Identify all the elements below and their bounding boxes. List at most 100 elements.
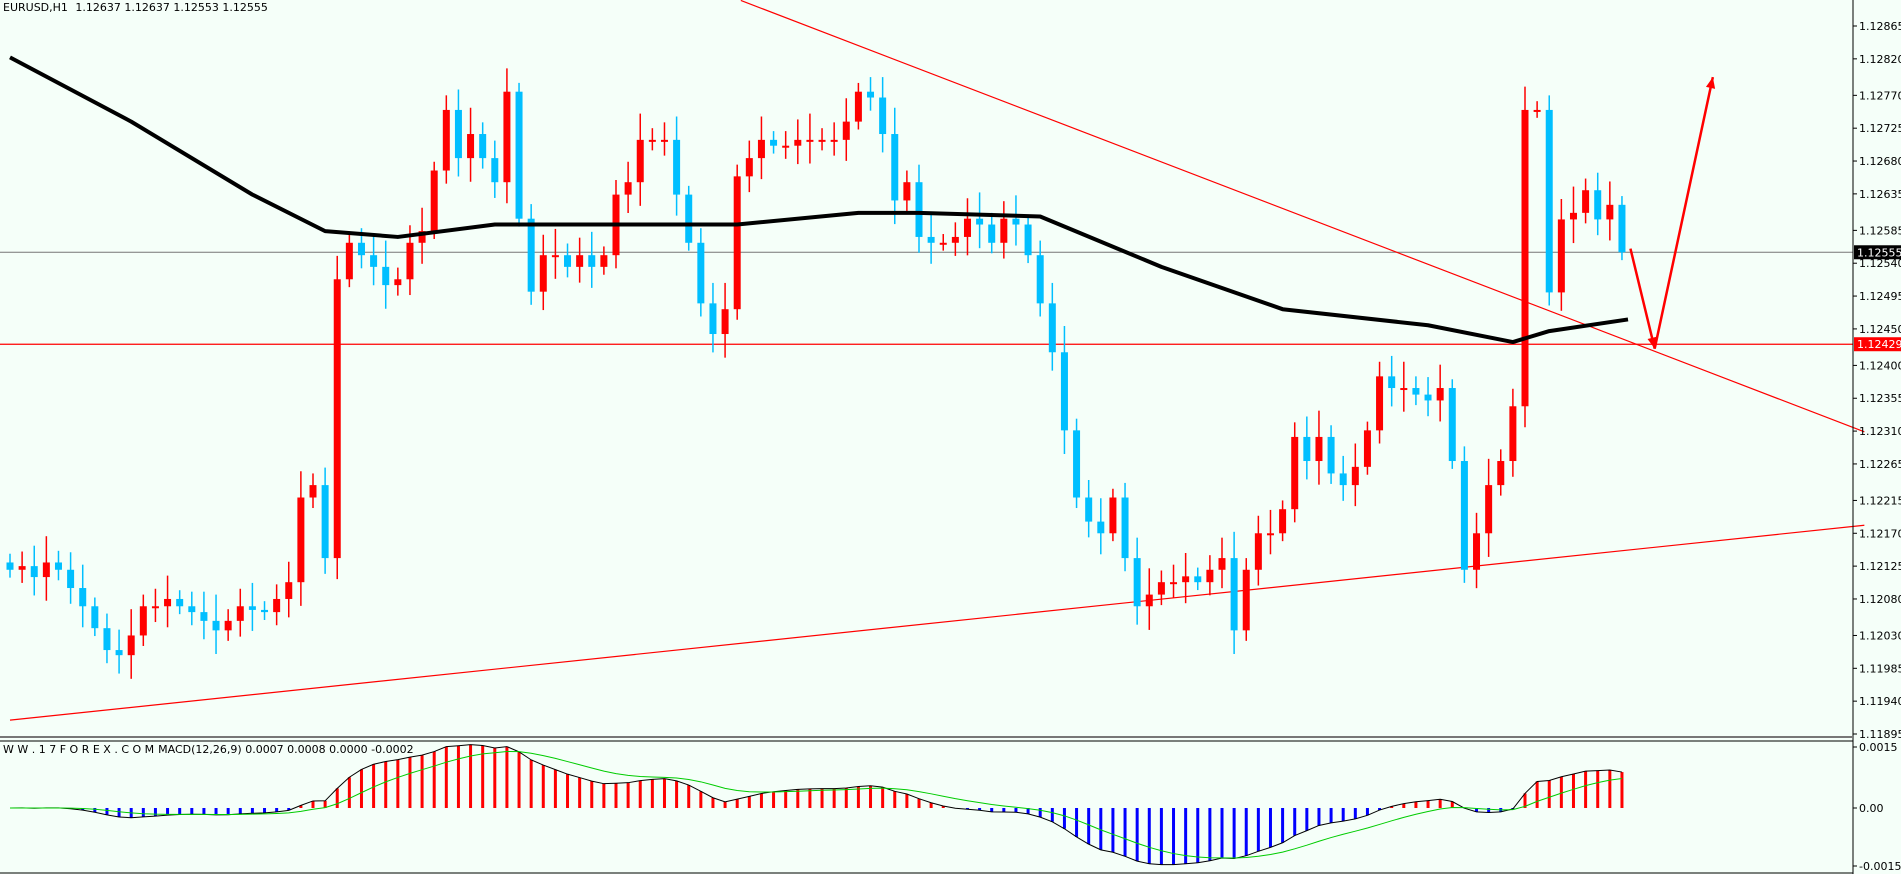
candle [1497,449,1505,496]
price-tick-label: 1.12170 [1859,527,1901,540]
candle [442,95,450,184]
candle-body [1327,436,1335,474]
candle-body [139,606,147,636]
candle-body [600,255,608,267]
forecast-arrow [1629,76,1715,349]
candle-body [770,139,778,146]
candle [527,204,535,305]
candle-body [151,606,159,609]
candle-body [79,588,87,607]
candle-body [1206,569,1214,583]
candle-body [527,218,535,292]
candle-body [1315,436,1323,462]
candle-body [1448,388,1456,462]
candle [854,82,862,130]
candle-body [757,139,765,159]
candle [1363,421,1371,475]
candle-body [1521,109,1529,407]
macd-tick-label: 0.0015 [1859,741,1898,754]
moving-average [9,55,1629,345]
candle-body [1109,497,1117,534]
price-tick-label: 1.12265 [1859,458,1901,471]
candle [721,282,729,358]
candle-body [103,628,111,651]
price-tick-label: 1.12310 [1859,425,1901,438]
candle-body [697,242,705,304]
candle-body [963,218,971,237]
candle-body [1509,406,1517,462]
candle-body [1121,497,1129,559]
candle-body [18,566,26,570]
candle [6,553,14,578]
candle [1388,355,1396,407]
candle-body [1242,569,1250,631]
candle-body [745,158,753,177]
candle-body [1230,558,1238,631]
candle-body [842,121,850,140]
candle [333,255,341,580]
candle-body [1303,436,1311,462]
current-price-label: 1.12555 [1857,246,1901,259]
candle-body [818,139,826,142]
candle [1351,443,1359,507]
ohlc-values: 1.12637 1.12637 1.12553 1.12555 [75,1,268,14]
candle [1194,567,1202,591]
candle-body [1157,582,1165,595]
candle-body [442,109,450,171]
candle-body [285,582,293,599]
candle [1460,446,1468,583]
candle-body [1170,582,1178,585]
candle-body [6,562,14,570]
candle-body [1545,109,1553,293]
candle [212,594,220,655]
candle [757,116,765,180]
candle-body [564,255,572,267]
candle [963,198,971,256]
candle [285,561,293,618]
candle [139,594,147,646]
candle [115,629,123,674]
candle [1327,425,1335,484]
candle [1121,482,1129,572]
candle [503,68,511,204]
candle [248,582,256,631]
candle [1569,186,1577,244]
candle-body [30,566,38,578]
candle [1448,379,1456,469]
candle [794,119,802,165]
candle-body [418,231,426,243]
arrow-head-up [1705,77,1716,89]
price-tick-label: 1.12080 [1859,593,1901,606]
candle-body [685,194,693,243]
candle-body [309,485,317,498]
candle [1436,364,1444,422]
candle [539,234,547,311]
candle [1557,198,1565,311]
candle [127,609,135,679]
candle-body [1012,218,1020,225]
price-tick-label: 1.12770 [1859,89,1901,102]
candle [321,467,329,574]
price-tick-label: 1.12355 [1859,392,1901,405]
price-tick-label: 1.12495 [1859,290,1901,303]
candle-body [1594,190,1602,220]
candle-body [794,139,802,146]
candle [1218,537,1226,589]
candle-body [115,650,123,656]
candle-body [261,609,269,613]
candle [927,213,935,264]
candle [576,237,584,283]
candle-body [1485,485,1493,534]
candle [951,222,959,256]
candle [1618,196,1626,261]
candle [1509,388,1517,477]
candle-body [951,236,959,243]
candle [1279,500,1287,542]
price-tick-label: 1.12635 [1859,188,1901,201]
candle [1242,558,1250,641]
candle-body [867,91,875,98]
candles [6,68,1626,679]
candle [867,77,875,111]
candle-body [1085,497,1093,522]
